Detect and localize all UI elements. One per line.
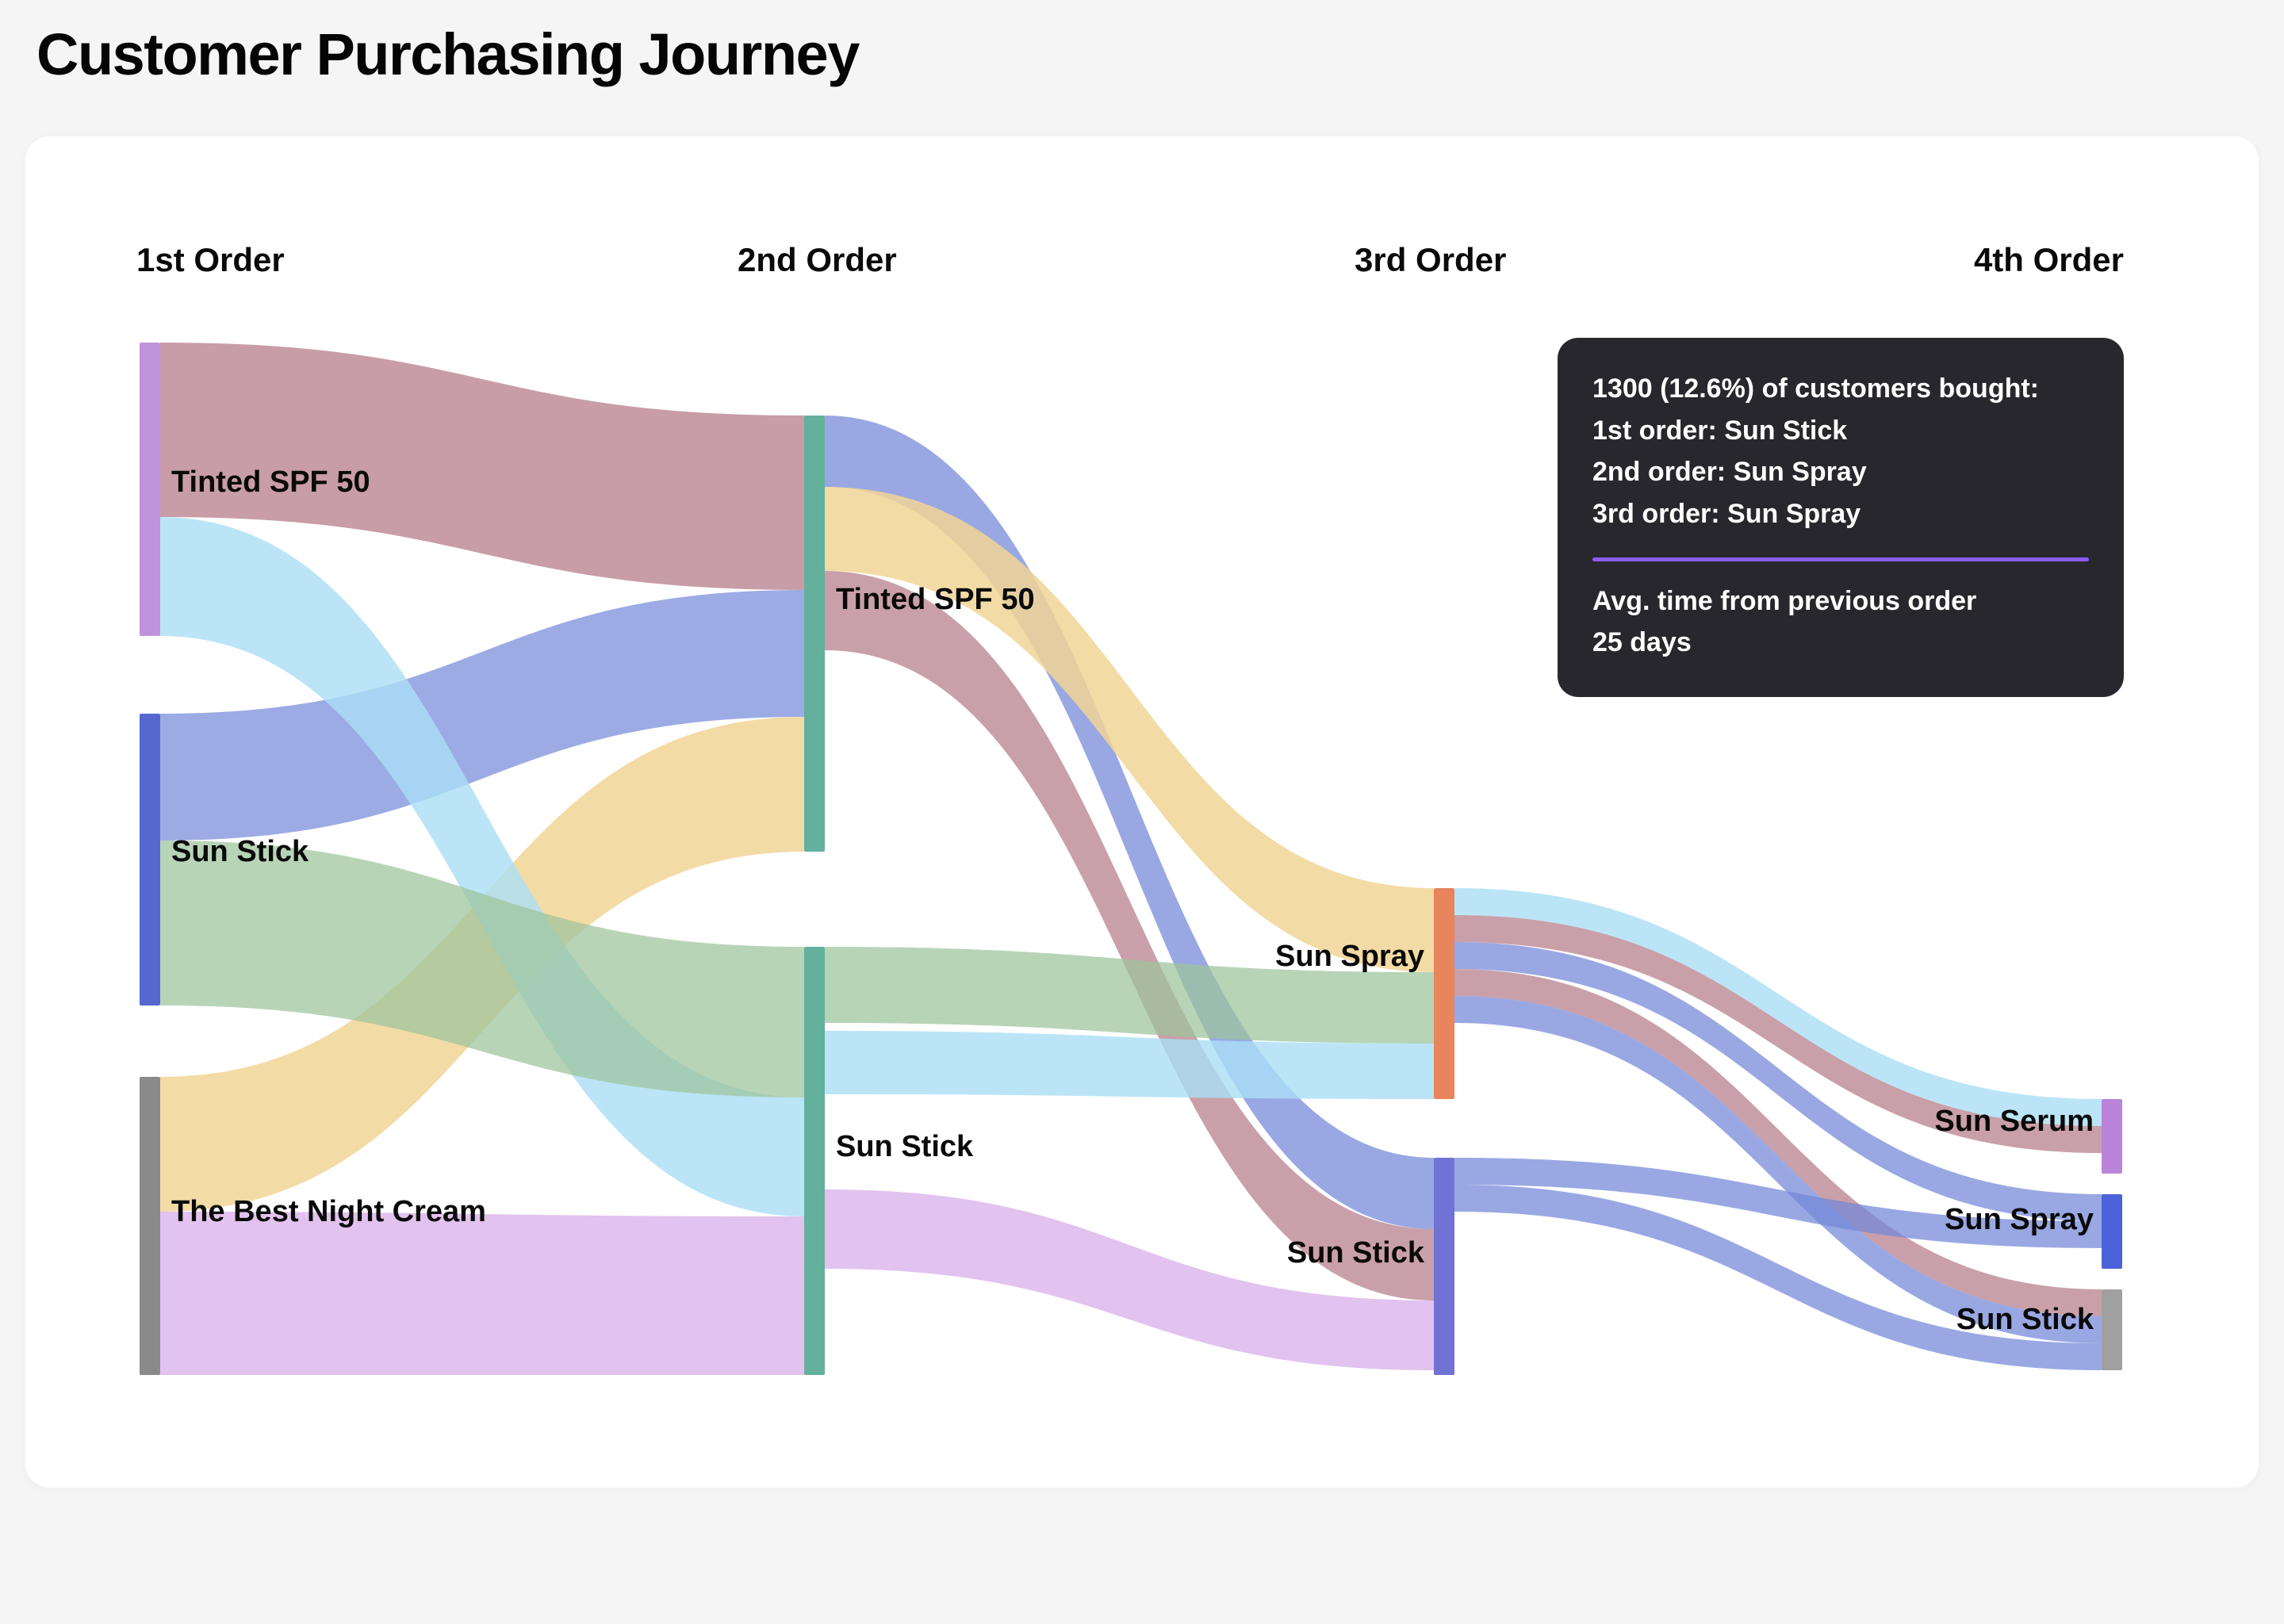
sankey-link-o2-tinted-spf-50-to-o3-sun-stick[interactable] (825, 571, 1434, 1300)
sankey-link-o2-sun-stick-to-o3-sun-spray[interactable] (825, 1031, 1434, 1099)
tooltip-line-2: 2nd order: Sun Spray (1592, 457, 1867, 488)
tooltip-avg-value: 25 days (1592, 627, 1692, 658)
tooltip-line-3: 3rd order: Sun Spray (1592, 499, 1861, 530)
tooltip-headline: 1300 (12.6%) of customers bought: (1592, 373, 2040, 404)
sankey-node-o1-the-best-night-cream[interactable] (140, 1077, 160, 1375)
sankey-link-o2-sun-stick-to-o3-sun-spray[interactable] (825, 947, 1434, 1044)
sankey-node-label-o4-sun-serum: Sun Serum (1934, 1105, 2094, 1138)
column-header-2: 2nd Order (738, 241, 897, 278)
sankey-node-label-o4-sun-stick: Sun Stick (1956, 1303, 2094, 1336)
column-header-1: 1st Order (136, 241, 285, 278)
sankey-node-o1-sun-stick[interactable] (140, 714, 160, 1005)
sankey-node-label-o3-sun-spray: Sun Spray (1275, 940, 1424, 973)
sankey-node-label-o2-sun-stick: Sun Stick (836, 1130, 974, 1163)
sankey-link-o3-sun-spray-to-o4-sun-serum[interactable] (1454, 915, 2102, 1153)
tooltip-avg-label: Avg. time from previous order (1592, 585, 1977, 616)
sankey-node-o2-sun-stick[interactable] (804, 947, 825, 1375)
sankey-link-o2-tinted-spf-50-to-o3-sun-spray[interactable] (825, 487, 1434, 972)
sankey-node-label-o1-sun-stick: Sun Stick (171, 835, 309, 868)
sankey-link-o3-sun-spray-to-o4-sun-serum[interactable] (1454, 888, 2102, 1126)
column-header-3: 3rd Order (1355, 241, 1506, 278)
sankey-node-o1-tinted-spf-50[interactable] (140, 343, 160, 636)
sankey-node-label-o3-sun-stick: Sun Stick (1287, 1236, 1425, 1270)
sankey-node-label-o2-tinted-spf-50: Tinted SPF 50 (836, 583, 1035, 616)
sankey-link-o3-sun-spray-to-o4-sun-stick[interactable] (1454, 969, 2102, 1316)
sankey-node-o4-sun-serum[interactable] (2102, 1099, 2122, 1174)
sankey-link-o2-sun-stick-to-o3-sun-stick[interactable] (825, 1189, 1434, 1370)
flow-tooltip: 1300 (12.6%) of customers bought: 1st or… (1558, 338, 2124, 698)
sankey-link-o3-sun-stick-to-o4-sun-spray[interactable] (1454, 1158, 2102, 1248)
sankey-node-o3-sun-stick[interactable] (1434, 1158, 1454, 1375)
sankey-link-o3-sun-spray-to-o4-sun-spray[interactable] (1454, 942, 2102, 1221)
sankey-node-o4-sun-stick[interactable] (2102, 1289, 2122, 1370)
column-header-4: 4th Order (1974, 241, 2124, 278)
sankey-link-o2-tinted-spf-50-to-o3-sun-stick[interactable] (825, 416, 1434, 1229)
tooltip-divider (1592, 557, 2089, 561)
sankey-link-o1-sun-stick-to-o2-sun-stick[interactable] (160, 841, 804, 1097)
sankey-node-o3-sun-spray[interactable] (1434, 888, 1454, 1099)
sankey-node-o4-sun-spray[interactable] (2102, 1194, 2122, 1269)
page-title: Customer Purchasing Journey (36, 21, 860, 87)
sankey-link-o1-tinted-spf-50-to-o2-tinted-spf-50[interactable] (160, 343, 804, 590)
sankey-node-label-o4-sun-spray: Sun Spray (1945, 1203, 2094, 1236)
sankey-link-o1-the-best-night-cream-to-o2-sun-stick[interactable] (160, 1212, 804, 1375)
tooltip-line-1: 1st order: Sun Stick (1592, 415, 1848, 446)
sankey-link-o3-sun-spray-to-o4-sun-stick[interactable] (1454, 996, 2102, 1343)
sankey-link-o1-sun-stick-to-o2-tinted-spf-50[interactable] (160, 590, 804, 841)
sankey-link-o3-sun-stick-to-o4-sun-stick[interactable] (1454, 1185, 2102, 1370)
sankey-node-label-o1-tinted-spf-50: Tinted SPF 50 (171, 465, 370, 499)
sankey-node-o2-tinted-spf-50[interactable] (804, 416, 825, 852)
sankey-node-label-o1-the-best-night-cream: The Best Night Cream (171, 1195, 486, 1228)
